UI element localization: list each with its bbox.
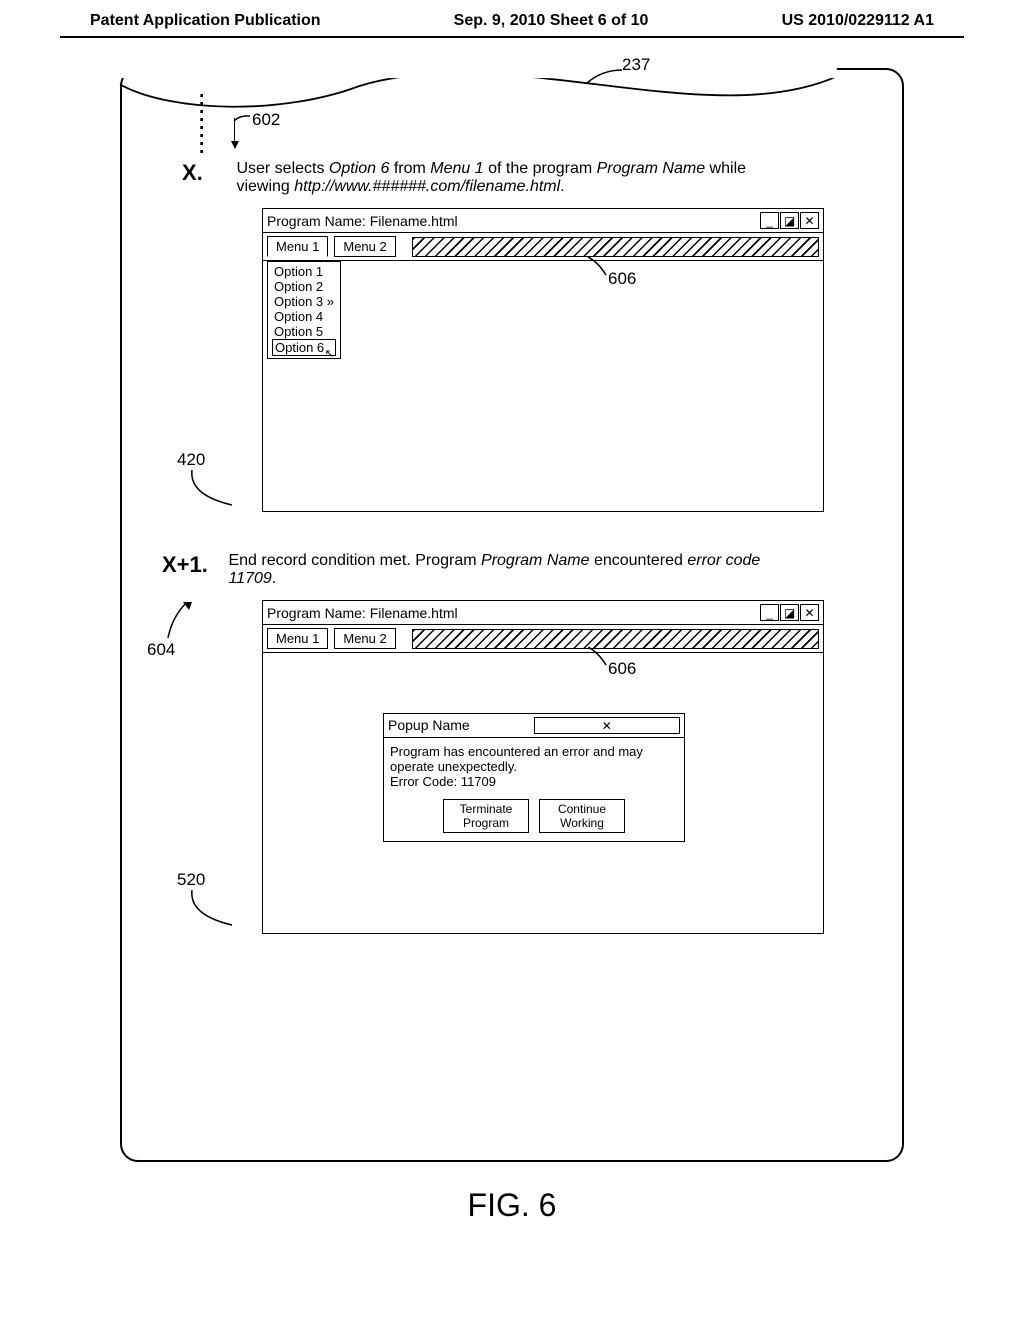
menu-1[interactable]: Menu 1 (267, 236, 328, 257)
minimize-icon[interactable]: _ (760, 212, 779, 229)
continue-button[interactable]: Continue Working (539, 799, 625, 833)
page-header: Patent Application Publication Sep. 9, 2… (0, 0, 1024, 36)
window-1-body: 606 (263, 261, 823, 511)
callout-606b: 606 (608, 659, 636, 679)
popup-buttons: Terminate Program Continue Working (384, 795, 684, 841)
header-rule (60, 36, 964, 38)
window-2-menubar: Menu 1 Menu 2 (263, 625, 823, 653)
figure-caption: FIG. 6 (0, 1187, 1024, 1224)
torn-top (120, 68, 835, 123)
popup-title: Popup Name (388, 717, 533, 734)
callout-420-text: 420 (177, 450, 205, 469)
callout-606a-text: 606 (608, 269, 636, 288)
error-popup: Popup Name ✕ Program has encountered an … (383, 713, 685, 842)
header-right: US 2010/0229112 A1 (782, 12, 934, 30)
window-1-titlebar: Program Name: Filename.html _ ◪ ✕ (263, 209, 823, 233)
step-x-text: User selects Option 6 from Menu 1 of the… (236, 160, 796, 196)
callout-606a: 606 (608, 269, 636, 289)
option-1[interactable]: Option 1 (272, 264, 336, 279)
window-1-menubar: Menu 1 Menu 2 (263, 233, 823, 261)
popup-titlebar: Popup Name ✕ (384, 714, 684, 738)
ellipsis-dots: ········ (197, 90, 206, 154)
window-2-body: 606 Popup Name ✕ Program has encountered… (263, 653, 823, 933)
callout-602: 602 (252, 110, 280, 130)
callout-420: 420 (177, 450, 205, 470)
step-x-label: X. (182, 160, 232, 186)
option-3[interactable]: Option 3 » (272, 294, 336, 309)
menu-1b[interactable]: Menu 1 (267, 628, 328, 649)
menu-1-dropdown: Option 1 Option 2 Option 3 » Option 4 Op… (267, 261, 341, 359)
addressbar-hatched-2 (412, 629, 819, 649)
menu-2b[interactable]: Menu 2 (334, 628, 395, 649)
callout-606b-text: 606 (608, 659, 636, 678)
callout-604-text: 604 (147, 640, 175, 659)
terminate-button[interactable]: Terminate Program (443, 799, 529, 833)
maximize-icon-2[interactable]: ◪ (780, 604, 799, 621)
window-2-title: Program Name: Filename.html (267, 605, 759, 621)
option-5[interactable]: Option 5 (272, 324, 336, 339)
figure-frame: ········ 237 602 X. User selects Option … (120, 68, 904, 1162)
step-x: X. User selects Option 6 from Menu 1 of … (182, 160, 852, 196)
callout-602-text: 602 (252, 110, 280, 129)
addressbar-hatched (412, 237, 819, 257)
popup-msg-2: Error Code: 11709 (390, 774, 678, 789)
popup-body: Program has encountered an error and may… (384, 738, 684, 795)
header-left: Patent Application Publication (90, 12, 321, 30)
close-icon-2[interactable]: ✕ (800, 604, 819, 621)
window-2-titlebar: Program Name: Filename.html _ ◪ ✕ (263, 601, 823, 625)
window-1-title: Program Name: Filename.html (267, 213, 759, 229)
step-x1: X+1. End record condition met. Program P… (162, 552, 852, 588)
close-icon[interactable]: ✕ (800, 212, 819, 229)
callout-520: 520 (177, 870, 205, 890)
callout-237: 237 (622, 55, 650, 75)
maximize-icon[interactable]: ◪ (780, 212, 799, 229)
option-4[interactable]: Option 4 (272, 309, 336, 324)
step-x1-label: X+1. (162, 552, 224, 578)
header-center: Sep. 9, 2010 Sheet 6 of 10 (454, 12, 649, 30)
window-1: Program Name: Filename.html _ ◪ ✕ Menu 1… (262, 208, 824, 512)
menu-2[interactable]: Menu 2 (334, 236, 395, 257)
step-x1-text: End record condition met. Program Progra… (228, 552, 788, 588)
window-2: Program Name: Filename.html _ ◪ ✕ Menu 1… (262, 600, 824, 934)
callout-604: 604 (147, 640, 175, 660)
cursor-icon: ↖ (325, 347, 334, 360)
option-2[interactable]: Option 2 (272, 279, 336, 294)
minimize-icon-2[interactable]: _ (760, 604, 779, 621)
popup-msg-1: Program has encountered an error and may… (390, 744, 678, 774)
callout-237-text: 237 (622, 55, 650, 74)
page: Patent Application Publication Sep. 9, 2… (0, 0, 1024, 1320)
popup-close-icon[interactable]: ✕ (534, 717, 681, 734)
callout-520-text: 520 (177, 870, 205, 889)
